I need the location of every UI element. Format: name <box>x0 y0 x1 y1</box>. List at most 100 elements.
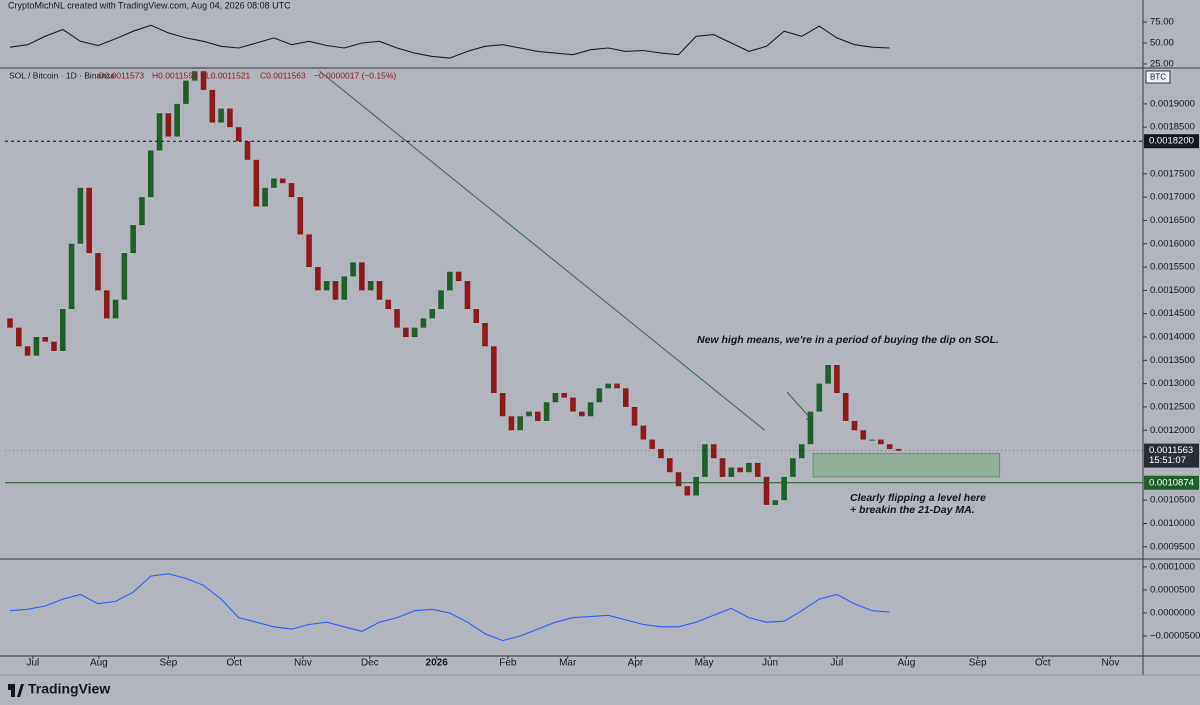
candle <box>16 327 22 347</box>
candle <box>297 197 304 235</box>
candle <box>798 444 805 459</box>
candle <box>561 392 567 398</box>
candle <box>244 141 251 160</box>
ohlc-value: L0.0011521 <box>206 70 251 80</box>
candle <box>130 225 136 254</box>
candle <box>359 262 365 291</box>
price-label-box <box>1144 134 1199 149</box>
candle <box>420 318 427 328</box>
candle <box>895 448 902 451</box>
candle <box>508 416 515 431</box>
candle <box>772 500 779 505</box>
indicator-line <box>9 24 890 59</box>
candle <box>754 462 761 477</box>
y-tick-label: 0.0010000 <box>1150 518 1195 529</box>
candle <box>464 281 471 310</box>
candle <box>306 234 312 268</box>
price-label: 0.0018200 <box>1149 136 1194 147</box>
x-tick-label: Oct <box>227 658 243 669</box>
candle <box>350 262 356 277</box>
candle <box>455 271 462 282</box>
y-tick-label: 0.0014500 <box>1150 308 1195 319</box>
x-tick-label: Nov <box>1102 658 1120 669</box>
x-tick-label: Dec <box>361 658 379 669</box>
candle <box>517 416 524 431</box>
x-tick-label: Aug <box>90 658 108 669</box>
candle <box>790 458 796 477</box>
candle <box>24 346 31 356</box>
y-tick-label: 0.0017500 <box>1150 168 1195 179</box>
candle <box>42 337 48 342</box>
candle <box>543 402 550 421</box>
y-tick-label: 0.0016000 <box>1150 238 1195 249</box>
candle <box>332 281 339 300</box>
candle <box>640 425 647 440</box>
y-tick-label: −0.0000500 <box>1150 630 1200 641</box>
candle <box>834 364 840 393</box>
y-tick-label: 0.0015000 <box>1150 285 1195 296</box>
candle <box>869 439 875 441</box>
y-tick-label: 0.0015500 <box>1150 262 1195 273</box>
candle <box>376 281 383 300</box>
x-tick-label: Jun <box>762 658 778 669</box>
y-tick-label: 0.0012000 <box>1150 425 1195 436</box>
candle <box>95 253 101 291</box>
candle <box>658 448 664 459</box>
candle <box>147 150 154 198</box>
candle <box>174 103 180 137</box>
candle <box>51 341 57 351</box>
annotation: New high means, we're in a period of buy… <box>697 334 999 346</box>
candle <box>77 187 84 244</box>
candle <box>578 411 585 417</box>
candle <box>112 299 119 319</box>
candle <box>385 299 392 310</box>
candle <box>447 271 453 291</box>
x-tick-label: Jul <box>26 658 39 669</box>
candle <box>367 281 374 291</box>
y-tick-label: 0.0019000 <box>1150 98 1195 109</box>
candle <box>860 430 867 440</box>
currency-box <box>1145 70 1171 84</box>
candle <box>587 402 594 417</box>
candle <box>737 467 743 473</box>
candle <box>33 337 40 356</box>
candle <box>191 71 198 81</box>
candle <box>139 197 145 226</box>
annotation: Clearly flipping a level here <box>850 492 986 504</box>
y-tick-label: 0.0018500 <box>1150 122 1195 133</box>
countdown: 15:51:07 <box>1149 455 1186 466</box>
x-tick-label: Nov <box>294 658 312 669</box>
candle <box>227 108 233 128</box>
candle <box>535 411 541 421</box>
candle <box>315 267 321 291</box>
x-tick-label: Jul <box>830 658 843 669</box>
candle <box>631 406 638 426</box>
y-tick-label: 0.0001000 <box>1150 561 1195 572</box>
currency: BTC <box>1150 73 1166 82</box>
candle <box>253 159 260 207</box>
candle <box>526 411 532 417</box>
zone <box>812 453 1001 478</box>
candle <box>323 281 330 291</box>
candle <box>710 444 717 459</box>
candle <box>103 290 110 319</box>
candle <box>183 80 189 104</box>
ohlc-value: C0.0011563 <box>260 70 306 80</box>
candle <box>429 309 436 319</box>
candle <box>825 364 831 384</box>
candle <box>279 178 286 184</box>
y-tick-label: 0.0000000 <box>1150 607 1195 618</box>
x-tick-label: Aug <box>897 658 915 669</box>
x-tick-label: Sep <box>159 658 177 669</box>
candle <box>209 89 216 123</box>
candle <box>59 309 66 351</box>
candle <box>68 243 75 310</box>
candle <box>218 108 224 123</box>
candle <box>851 420 858 431</box>
candle <box>622 388 629 407</box>
x-tick-label: Sep <box>969 658 987 669</box>
candle <box>482 323 488 347</box>
y-tick-label: 0.0012500 <box>1150 401 1195 412</box>
